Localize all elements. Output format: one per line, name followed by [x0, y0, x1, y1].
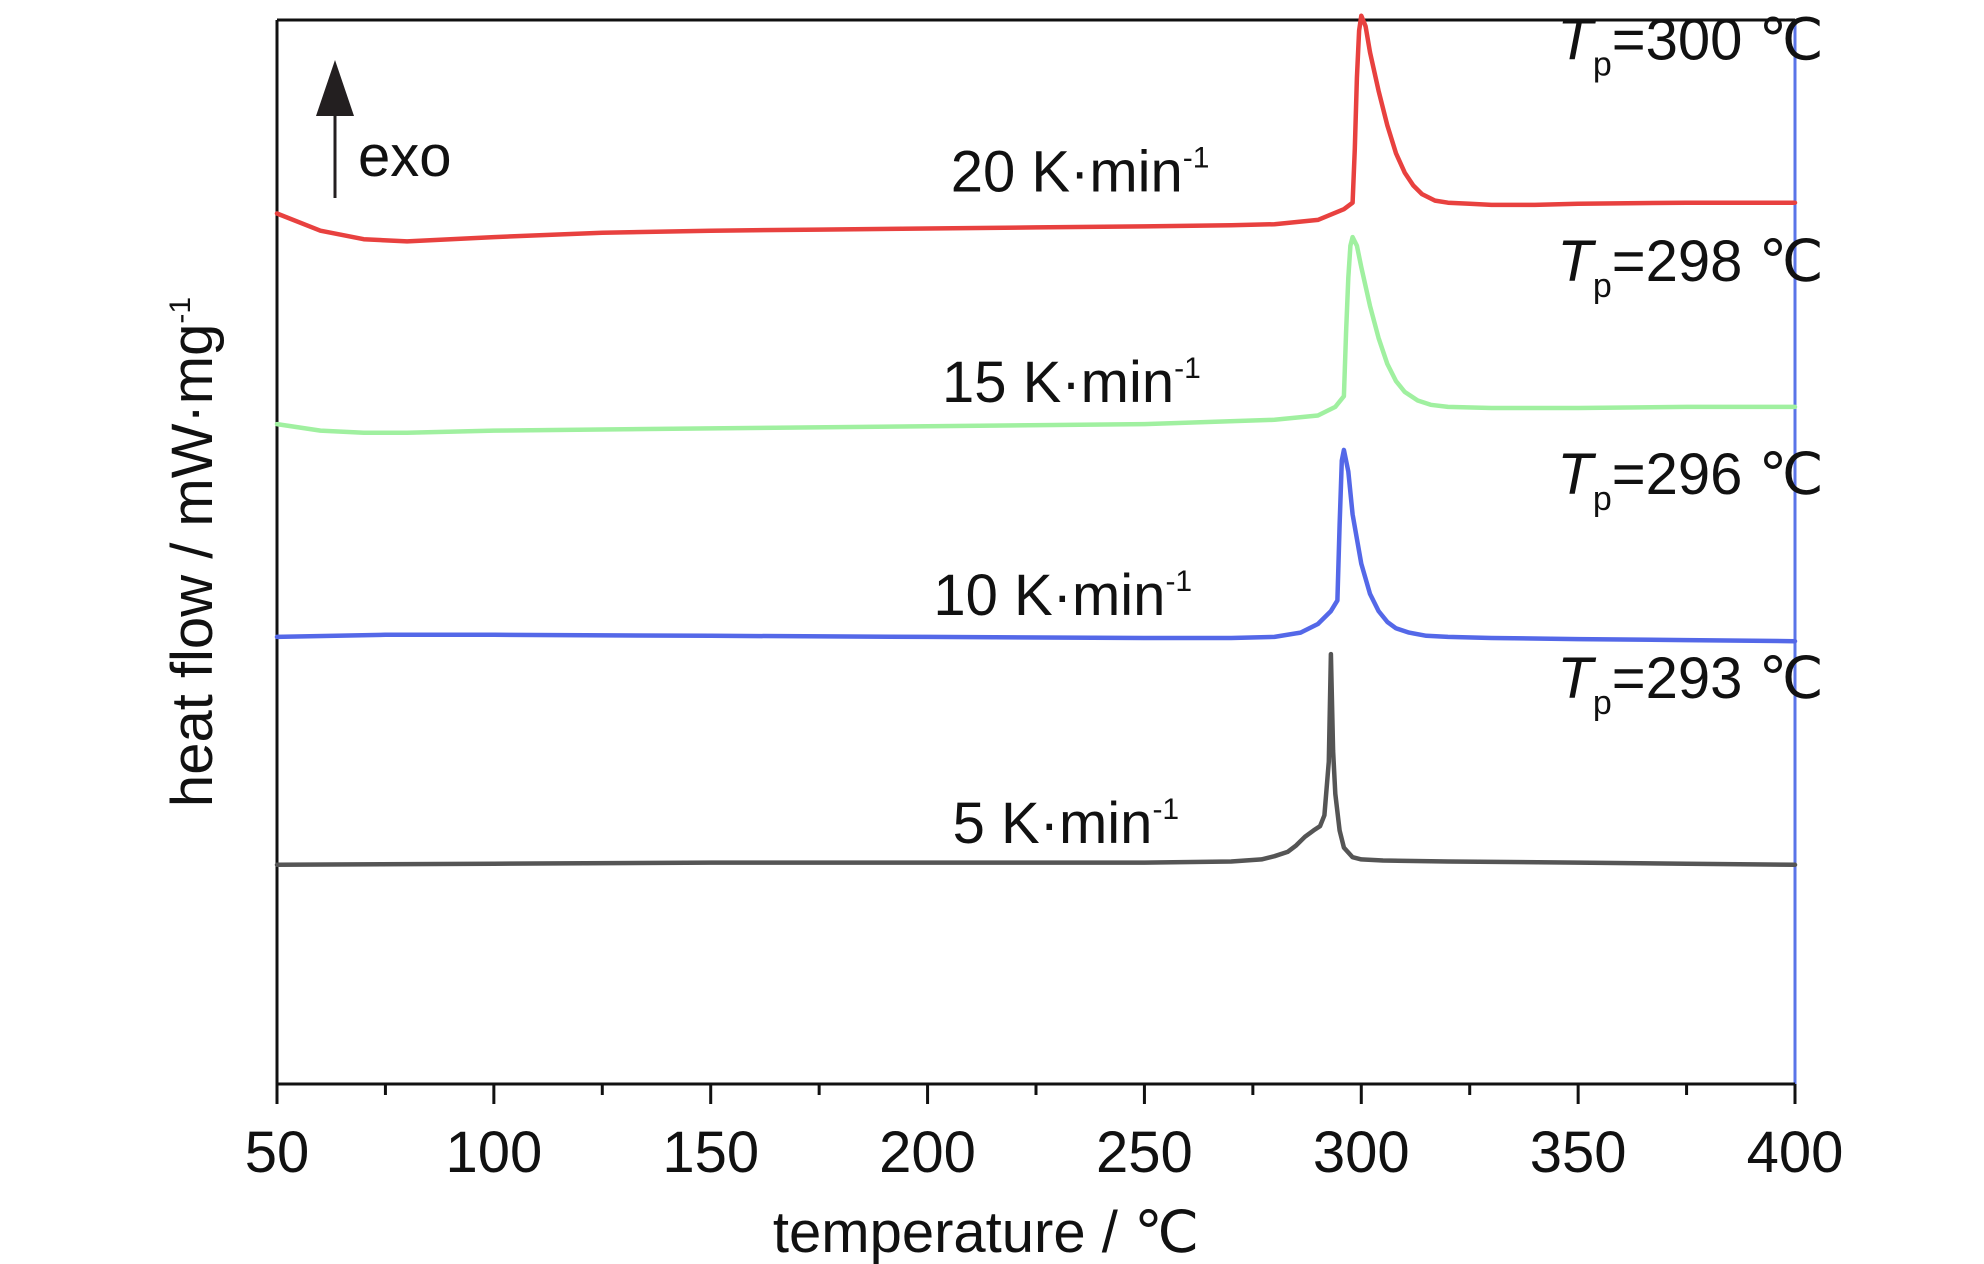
x-axis-ticks: 50 100 150 200 250 300 350 400 [245, 1084, 1844, 1185]
heating-rate-label: 5 K·min-1 [953, 791, 1180, 856]
x-tick-label: 50 [245, 1120, 310, 1185]
peak-symbol: T [1557, 442, 1596, 507]
heating-rate-sup: -1 [1152, 793, 1179, 826]
peak-temperature-label: Tp=298 ℃ [1557, 229, 1823, 305]
peak-temperature-label: Tp=296 ℃ [1557, 442, 1823, 518]
heating-rate-sup: -1 [1183, 141, 1210, 174]
peak-symbol: T [1557, 229, 1596, 294]
x-tick-label: 250 [1096, 1120, 1193, 1185]
peak-symbol: T [1557, 646, 1596, 711]
peak-temperature-value: =300 ℃ [1612, 8, 1824, 73]
heating-rate-sup: -1 [1165, 565, 1192, 598]
peak-temperature-value: =298 ℃ [1612, 229, 1824, 294]
x-tick-label: 350 [1530, 1120, 1627, 1185]
heating-rate-value: 10 K·min [933, 563, 1165, 628]
peak-temperature-value: =293 ℃ [1612, 646, 1824, 711]
peak-subscript: p [1593, 684, 1612, 722]
x-axis-title: temperature / ℃ [773, 1200, 1199, 1264]
x-tick-label: 200 [879, 1120, 976, 1185]
heating-rate-value: 20 K·min [951, 139, 1183, 204]
y-axis-title-sup: -1 [164, 297, 197, 324]
labels-layer: 20 K·min-1Tp=300 ℃15 K·min-1Tp=298 ℃10 K… [933, 8, 1823, 856]
peak-subscript: p [1593, 267, 1612, 305]
heating-rate-value: 5 K·min [953, 791, 1153, 856]
peak-subscript: p [1593, 46, 1612, 84]
y-axis-title-main: heat flow / mW·mg [160, 324, 225, 807]
peak-temperature-value: =296 ℃ [1612, 442, 1824, 507]
peak-subscript: p [1593, 480, 1612, 518]
heating-rate-value: 15 K·min [942, 350, 1174, 415]
series-line [274, 13, 1798, 244]
svg-text:heat flow / mW·mg-1: heat flow / mW·mg-1 [160, 297, 225, 807]
series-line [274, 234, 1798, 435]
x-tick-label: 150 [662, 1120, 759, 1185]
heating-rate-label: 20 K·min-1 [951, 139, 1210, 204]
x-tick-label: 100 [445, 1120, 542, 1185]
y-axis-title: heat flow / mW·mg-1 [160, 297, 225, 807]
series-line [274, 447, 1798, 644]
peak-temperature-label: Tp=300 ℃ [1557, 8, 1823, 84]
x-tick-label: 300 [1313, 1120, 1410, 1185]
heating-rate-label: 10 K·min-1 [933, 563, 1192, 628]
heating-rate-label: 15 K·min-1 [942, 350, 1201, 415]
peak-temperature-label: Tp=293 ℃ [1557, 646, 1823, 722]
series-layer [274, 13, 1798, 868]
x-tick-label: 400 [1747, 1120, 1844, 1185]
series-line [274, 651, 1798, 868]
heating-rate-sup: -1 [1174, 352, 1201, 385]
exo-label: exo [358, 124, 452, 189]
peak-symbol: T [1557, 8, 1596, 73]
exo-indicator: exo [316, 60, 452, 198]
arrow-up-icon [316, 60, 354, 116]
